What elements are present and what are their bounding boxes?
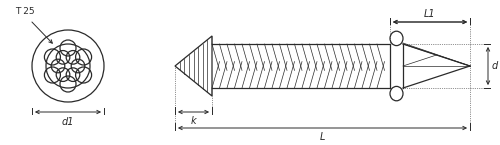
Text: L: L [320, 132, 325, 142]
Text: L1: L1 [424, 9, 436, 19]
Text: T 25: T 25 [15, 7, 35, 16]
Text: d: d [492, 61, 498, 71]
Text: k: k [190, 116, 196, 126]
Text: d1: d1 [62, 117, 74, 127]
